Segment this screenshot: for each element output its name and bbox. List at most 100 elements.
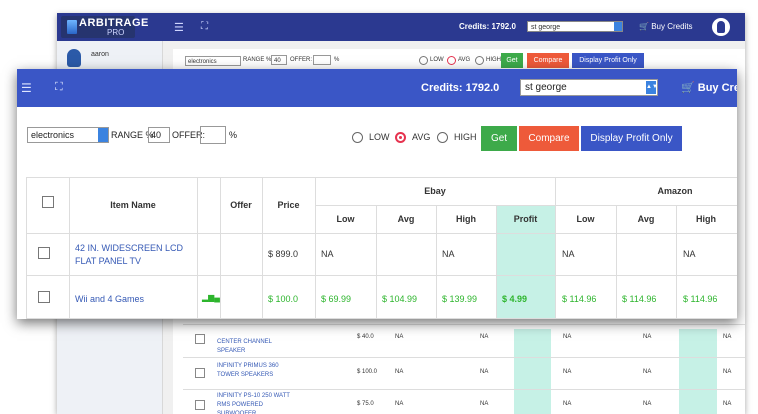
- item-name-link[interactable]: INFINITY PS-10 250 WATT RMS POWERED SUBW…: [217, 393, 290, 414]
- header-amazon-low[interactable]: Low: [576, 214, 595, 224]
- header-amazon-avg[interactable]: Avg: [637, 214, 655, 224]
- bg-offer-label: OFFER:: [290, 57, 312, 63]
- bg-category-select[interactable]: electronics: [185, 56, 241, 66]
- bg-get-button[interactable]: Get: [501, 53, 523, 68]
- buy-credits-link[interactable]: 🛒 Buy Credits: [681, 81, 737, 94]
- header-price[interactable]: Price: [277, 200, 300, 210]
- header-divider: [26, 233, 737, 234]
- bg-radio-low[interactable]: [419, 56, 428, 65]
- table-row: CENTER CHANNEL SPEAKER $ 40.0 NA NA NA N…: [183, 324, 745, 355]
- chevron-down-icon: [614, 22, 622, 31]
- compare-button[interactable]: Compare: [519, 126, 579, 151]
- col-line: [376, 205, 377, 319]
- bg-radio-high[interactable]: [475, 56, 484, 65]
- col-line: [676, 205, 677, 319]
- offer-label: OFFER:: [172, 130, 205, 140]
- get-button[interactable]: Get: [481, 126, 517, 151]
- header-ebay-high[interactable]: High: [456, 214, 476, 224]
- offer-input[interactable]: [200, 126, 226, 144]
- chevron-down-icon: [98, 128, 108, 142]
- ebay-avg-cell: $ 104.99: [382, 294, 418, 304]
- subheader-line: [315, 205, 737, 206]
- header-amazon-high[interactable]: High: [696, 214, 716, 224]
- item-name-link[interactable]: INFINITY PRIMUS 360 TOWER SPEAKERS: [217, 363, 279, 378]
- header-item-name[interactable]: Item Name: [110, 200, 156, 210]
- item-name-link[interactable]: Wii and 4 Games: [75, 294, 145, 304]
- ebay-high-cell: NA: [442, 249, 455, 259]
- buy-credits-link[interactable]: 🛒 Buy Credits: [639, 22, 693, 31]
- amazon-low-cell: NA: [562, 249, 575, 259]
- item-name-link[interactable]: CENTER CHANNEL SPEAKER: [217, 339, 272, 354]
- location-select[interactable]: st george ▲▼: [520, 79, 658, 96]
- hamburger-icon[interactable]: ☰: [174, 22, 184, 34]
- range-input[interactable]: 40: [148, 127, 170, 143]
- table-row: INFINITY PRIMUS 360 TOWER SPEAKERS $ 100…: [183, 357, 745, 388]
- na-cell: NA: [723, 369, 732, 375]
- expand-icon[interactable]: ⛶: [201, 21, 208, 32]
- category-select[interactable]: electronics: [27, 127, 109, 143]
- radio-low[interactable]: [352, 132, 363, 143]
- display-profit-button[interactable]: Display Profit Only: [581, 126, 682, 151]
- percent-label: %: [229, 130, 238, 140]
- ebay-high-cell: $ 139.99: [442, 294, 478, 304]
- amazon-high-cell: NA: [683, 249, 696, 259]
- logo[interactable]: ARBITRAGE PRO: [61, 16, 148, 38]
- radio-high[interactable]: [437, 132, 448, 143]
- row-checkbox[interactable]: [195, 400, 205, 410]
- row-checkbox[interactable]: [195, 334, 205, 344]
- radio-avg[interactable]: [395, 132, 406, 143]
- chevron-updown-icon: ▲▼: [646, 81, 658, 94]
- cart-icon: 🛒: [681, 82, 695, 94]
- col-line: [496, 205, 497, 319]
- bg-compare-button[interactable]: Compare: [527, 53, 569, 68]
- table-border-top: [26, 177, 737, 178]
- buy-credits-label: Buy Credits: [651, 22, 693, 31]
- header-ebay-low[interactable]: Low: [336, 214, 355, 224]
- expand-icon[interactable]: ⛶: [55, 81, 63, 93]
- bg-radio-avg[interactable]: [447, 56, 456, 65]
- row-checkbox[interactable]: [195, 368, 205, 378]
- na-cell: NA: [395, 369, 404, 375]
- header-profit[interactable]: Profit: [513, 214, 538, 224]
- ebay-low-cell: NA: [321, 249, 334, 259]
- location-select[interactable]: st george: [527, 21, 623, 32]
- price-cell: $ 899.0: [268, 249, 299, 259]
- col-line: [555, 177, 556, 319]
- na-cell: NA: [480, 401, 489, 407]
- bg-range-input[interactable]: 40: [271, 55, 287, 65]
- row-divider: [26, 318, 737, 319]
- logo-subtitle: PRO: [107, 28, 125, 37]
- select-all-checkbox[interactable]: [42, 196, 54, 208]
- bg-amazon-column: [679, 329, 717, 414]
- na-cell: NA: [643, 401, 652, 407]
- header-ebay-avg[interactable]: Avg: [397, 214, 415, 224]
- profit-cell: $ 4.99: [502, 294, 528, 304]
- row-checkbox[interactable]: [38, 247, 50, 259]
- header-offer[interactable]: Offer: [230, 200, 252, 210]
- background-header: ARBITRAGE PRO ☰ ⛶ Credits: 1792.0 st geo…: [57, 13, 745, 41]
- na-cell: NA: [395, 401, 404, 407]
- row-checkbox[interactable]: [38, 291, 50, 303]
- price-cell: $ 40.0: [357, 334, 374, 340]
- header-amazon: Amazon: [657, 186, 693, 196]
- credits-display: Credits: 1792.0: [459, 22, 516, 31]
- header-ebay: Ebay: [424, 186, 446, 196]
- item-name-link[interactable]: 42 IN. WIDESCREEN LCD FLAT PANEL TV: [75, 243, 184, 266]
- bg-display-profit-button[interactable]: Display Profit Only: [572, 53, 644, 68]
- bg-profit-column: [514, 329, 551, 414]
- location-value: st george: [525, 82, 567, 93]
- bar-chart-icon[interactable]: ▂▆▄: [202, 293, 220, 302]
- radio-high-label: HIGH: [454, 132, 477, 142]
- col-line: [616, 205, 617, 319]
- bg-high-label: HIGH: [486, 57, 501, 63]
- header-bar: ☰ ⛶ Credits: 1792.0 st george ▲▼ 🛒 Buy C…: [17, 69, 737, 107]
- na-cell: NA: [723, 334, 732, 340]
- bg-offer-input[interactable]: [313, 55, 331, 65]
- avatar-icon[interactable]: [712, 18, 730, 36]
- col-line: [26, 177, 27, 319]
- price-cell: $ 100.0: [268, 294, 299, 304]
- hamburger-icon[interactable]: ☰: [21, 81, 32, 95]
- na-cell: NA: [723, 401, 732, 407]
- na-cell: NA: [643, 334, 652, 340]
- cart-icon: 🛒: [639, 22, 649, 31]
